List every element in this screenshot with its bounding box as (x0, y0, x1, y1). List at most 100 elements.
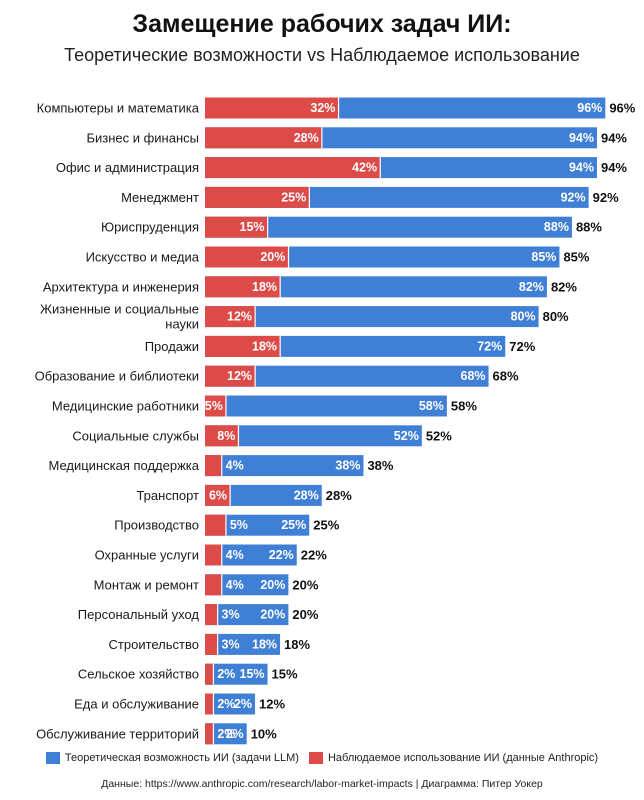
category-label: Еда и обслуживание (74, 697, 199, 712)
bar-separator (221, 574, 223, 596)
bar-theoretical (205, 306, 539, 328)
bar-theoretical (205, 723, 247, 745)
data-label-theoretical: 96% (577, 101, 602, 115)
data-label-theoretical: 94% (569, 161, 594, 175)
data-label-theoretical: 38% (335, 459, 360, 473)
category-label: Транспорт (136, 488, 199, 503)
data-label-theoretical: 2% (226, 727, 244, 741)
bar-observed (205, 693, 214, 715)
data-label-total: 72% (509, 339, 535, 354)
category-label: Искусство и медиа (86, 250, 200, 265)
bar-separator (225, 514, 227, 536)
data-label-total: 12% (259, 697, 285, 712)
data-label-observed: 42% (352, 161, 377, 175)
legend-label-theoretical: Теоретическая возможность ИИ (задачи LLM… (64, 752, 299, 764)
data-label-observed: 5% (230, 518, 248, 532)
data-label-observed: 3% (222, 637, 240, 651)
category-label: Обслуживание территорий (36, 726, 199, 741)
bar-observed (205, 663, 214, 685)
data-label-observed: 3% (222, 608, 240, 622)
data-label-observed: 12% (227, 310, 252, 324)
data-label-total: 80% (543, 309, 569, 324)
category-label: Архитектура и инженерия (43, 279, 199, 294)
data-label-total: 94% (601, 130, 627, 145)
bar-observed (205, 127, 322, 149)
data-label-observed: 5% (205, 399, 223, 413)
data-label-observed: 12% (227, 369, 252, 383)
legend-item-theoretical: Теоретическая возможность ИИ (задачи LLM… (45, 752, 299, 764)
data-label-observed: 2% (217, 667, 235, 681)
bar-observed (205, 484, 231, 506)
bar-observed (205, 306, 256, 328)
source-note: Данные: https://www.anthropic.com/resear… (101, 778, 543, 790)
data-label-total: 20% (292, 607, 318, 622)
category-label: Производство (114, 518, 199, 533)
bar-observed (205, 276, 281, 298)
chart-subtitle: Теоретические возможности vs Наблюдаемое… (64, 45, 580, 65)
bar-theoretical (205, 544, 297, 566)
category-label: Персональный уход (78, 607, 200, 622)
legend-item-observed: Наблюдаемое использование ИИ (данные Ant… (308, 752, 598, 764)
data-label-theoretical: 88% (544, 220, 569, 234)
bar-theoretical (205, 604, 289, 626)
data-label-observed: 20% (260, 250, 285, 264)
data-label-total: 18% (284, 637, 310, 652)
data-label-total: 15% (272, 667, 298, 682)
data-label-total: 94% (601, 160, 627, 175)
bar-separator (337, 97, 340, 119)
bar-separator (379, 157, 381, 179)
category-label: науки (165, 317, 199, 332)
bar-separator (217, 633, 219, 655)
bar-observed (205, 246, 289, 268)
category-label: Строительство (109, 637, 199, 652)
bar-separator (254, 365, 256, 387)
category-label: Социальные службы (72, 428, 199, 443)
bar-separator (279, 276, 281, 298)
bar-observed (205, 97, 339, 119)
data-label-observed: 4% (226, 459, 244, 473)
bar-observed (205, 574, 222, 596)
bar-theoretical (205, 514, 310, 536)
bar-separator (321, 127, 323, 149)
legend-swatch-observed (308, 752, 323, 764)
data-label-theoretical: 58% (419, 399, 444, 413)
legend-swatch-theoretical (45, 752, 60, 764)
bar-observed (205, 365, 256, 387)
data-label-observed: 18% (252, 280, 277, 294)
data-label-observed: 32% (310, 101, 335, 115)
data-label-theoretical: 85% (531, 250, 556, 264)
bar-observed (205, 723, 214, 745)
category-label: Сельское хозяйство (78, 667, 199, 682)
bar-theoretical (205, 365, 489, 387)
data-label-observed: 18% (252, 339, 277, 353)
data-label-theoretical: 15% (240, 667, 265, 681)
bar-observed (205, 216, 268, 238)
category-label: Монтаж и ремонт (94, 577, 199, 592)
bar-separator (254, 306, 256, 328)
bar-observed (205, 604, 218, 626)
data-label-observed: 2% (217, 727, 235, 741)
bar-separator (237, 425, 240, 447)
data-label-observed: 6% (209, 488, 227, 502)
data-label-theoretical: 80% (511, 310, 536, 324)
bar-theoretical (205, 246, 560, 268)
data-label-theoretical: 68% (461, 369, 486, 383)
category-label: Компьютеры и математика (37, 101, 200, 116)
bar-separator (212, 663, 215, 685)
data-label-theoretical: 25% (281, 518, 306, 532)
data-label-theoretical: 18% (252, 637, 277, 651)
bar-theoretical (205, 276, 547, 298)
bar-separator (267, 216, 269, 238)
bar-theoretical (205, 633, 281, 655)
bar-theoretical (205, 455, 364, 477)
bar-observed (205, 633, 218, 655)
bar-separator (308, 186, 310, 208)
category-label: Жизненные и социальные (40, 302, 199, 317)
bar-observed (205, 544, 222, 566)
bar-observed (205, 455, 222, 477)
data-label-total: 38% (367, 458, 393, 473)
bar-theoretical (205, 663, 268, 685)
data-label-total: 85% (563, 250, 589, 265)
data-label-total: 92% (593, 190, 619, 205)
bar-observed (205, 514, 226, 536)
